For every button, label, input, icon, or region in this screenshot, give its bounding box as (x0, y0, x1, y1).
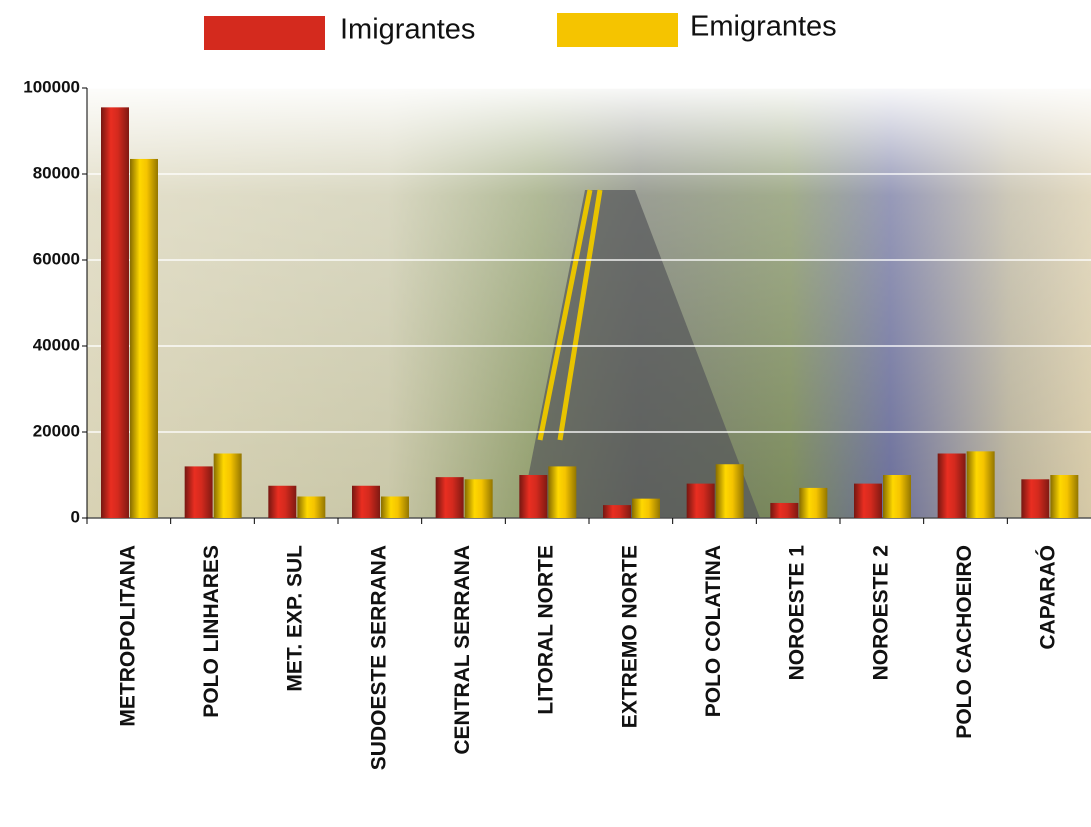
x-tick-label: EXTREMO NORTE (618, 545, 641, 728)
x-tick-label: NOROESTE 1 (786, 545, 809, 681)
bar (770, 502, 799, 518)
bar (130, 158, 158, 518)
bar (1021, 479, 1050, 518)
bar (213, 453, 242, 518)
legend-swatch (204, 16, 325, 50)
bar (381, 496, 409, 518)
x-tick-label: METROPOLITANA (116, 545, 139, 727)
bar (519, 475, 548, 518)
y-tick-label: 60000 (33, 249, 80, 268)
bar (1050, 475, 1079, 518)
bar (799, 487, 828, 518)
x-tick-label: POLO LINHARES (200, 545, 223, 718)
x-tick-label: NOROESTE 2 (869, 545, 892, 680)
x-tick-label: CAPARAÓ (1036, 545, 1060, 650)
bar (966, 451, 995, 518)
background-photo (87, 88, 1091, 518)
bar (268, 485, 297, 518)
y-tick-label: 80000 (33, 163, 80, 182)
bar (603, 505, 631, 518)
x-tick-label: POLO COLATINA (702, 545, 725, 717)
bar (101, 107, 129, 518)
bar (184, 466, 213, 518)
plot: 0 20000 40000 60000 80000 100000 METROPOLITANA… (23, 77, 1091, 770)
x-tick-label: LITORAL NORTE (535, 545, 558, 715)
y-tick-label: 40000 (33, 335, 80, 354)
bar (937, 453, 966, 518)
legend-swatch (557, 13, 678, 47)
bar (548, 466, 577, 518)
x-tick-label: SUDOESTE SERRANA (367, 545, 390, 770)
x-tick-label: POLO CACHOEIRO (953, 545, 976, 739)
y-tick-label: 20000 (33, 421, 80, 440)
bar (715, 464, 744, 518)
legend-label: Imigrantes (340, 14, 475, 46)
x-tick-label: CENTRAL SERRANA (451, 545, 474, 755)
bar (352, 485, 380, 518)
bar (632, 498, 660, 518)
x-tick-label: MET. EXP. SUL (284, 545, 307, 692)
y-tick-label: 0 (71, 507, 80, 526)
y-tick-label: 100000 (23, 77, 80, 96)
bar (435, 477, 464, 518)
bar (883, 475, 911, 518)
bar (686, 483, 715, 518)
bar (464, 479, 493, 518)
legend: Imigrantes Emigrantes (204, 11, 837, 50)
bar (297, 496, 326, 518)
bar (854, 483, 882, 518)
legend-label: Emigrantes (690, 11, 837, 43)
